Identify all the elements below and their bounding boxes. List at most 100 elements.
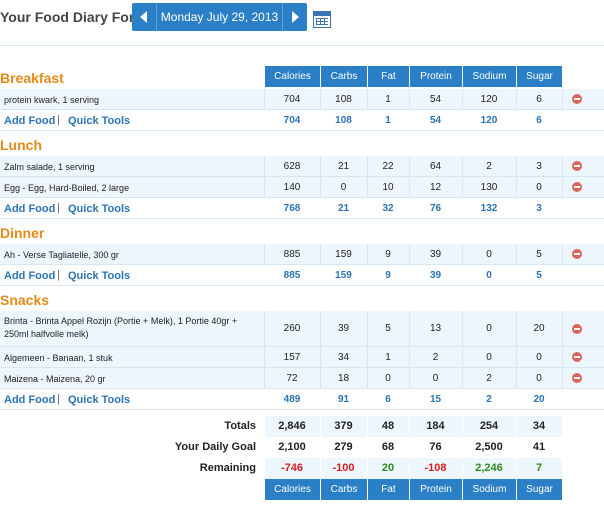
meal-total-carbs: 21 [337, 203, 350, 214]
food-sodium: 120 [480, 94, 498, 105]
food-carbs: 34 [337, 352, 350, 363]
column-header-calories: Calories [264, 66, 320, 87]
add-food-link[interactable]: Add Food [4, 270, 56, 282]
add-food-link[interactable]: Add Food [4, 115, 56, 127]
cell-divider [562, 244, 563, 264]
food-calories: 140 [283, 182, 301, 193]
food-calories: 704 [283, 94, 301, 105]
food-row[interactable]: protein kwark, 1 serving 704 108 1 54 120 6 [0, 89, 604, 110]
delete-icon[interactable] [572, 161, 582, 171]
food-name[interactable]: Zalm salade, 1 serving [4, 162, 95, 172]
food-name[interactable]: Egg - Egg, Hard-Boiled, 2 large [4, 183, 130, 193]
meal-total-sugar: 5 [536, 270, 542, 281]
cell-divider [367, 177, 368, 197]
delete-icon[interactable] [572, 352, 582, 362]
meal-total-row-dinner: Add Food | Quick Tools 885 159 9 39 0 5 [0, 265, 604, 286]
summary-totals-protein: 184 [426, 420, 445, 432]
cell-divider [516, 311, 517, 346]
cell-divider [562, 347, 563, 367]
food-name[interactable]: Brinta - Brinta Appel Rozijn (Portie + M… [4, 316, 238, 339]
right-arrow-icon[interactable] [282, 3, 307, 31]
food-carbs: 18 [337, 373, 350, 384]
food-sugar: 0 [536, 352, 542, 363]
cell-divider [320, 177, 321, 197]
left-arrow-icon[interactable] [132, 3, 157, 31]
food-row[interactable]: Egg - Egg, Hard-Boiled, 2 large 140 0 10 12 1… [0, 177, 604, 198]
add-food-link[interactable]: Add Food [4, 203, 56, 215]
delete-icon[interactable] [572, 249, 582, 259]
cell-divider [562, 368, 563, 388]
food-fat: 22 [382, 161, 394, 172]
food-fat: 0 [385, 373, 391, 384]
summary-totals-carbs: 379 [334, 420, 353, 432]
food-fat: 9 [385, 249, 391, 260]
food-sugar: 6 [536, 94, 542, 105]
food-name[interactable]: protein kwark, 1 serving [4, 95, 100, 105]
summary-cell-bg [321, 458, 367, 479]
cell-divider [320, 347, 321, 367]
cell-divider [409, 177, 410, 197]
food-sugar: 0 [536, 373, 542, 384]
meal-total-sugar: 6 [536, 115, 542, 126]
delete-icon[interactable] [572, 182, 582, 192]
meal-total-calories: 704 [283, 115, 301, 126]
food-name[interactable]: Ah - Verse Tagliatelle, 300 gr [4, 250, 119, 260]
food-sodium: 0 [486, 323, 492, 334]
meal-total-carbs: 108 [335, 115, 352, 126]
current-date: Monday July 29, 2013 [160, 10, 279, 24]
meal-total-sodium: 2 [486, 394, 492, 405]
summary-cell-bg [265, 458, 320, 479]
food-row[interactable]: Maizena - Maizena, 20 gr 72 18 0 0 2 0 [0, 368, 604, 389]
food-sugar: 0 [536, 182, 542, 193]
summary-row-daily-goal: Your Daily Goal 2,100 279 68 76 2,500 41 [0, 437, 604, 458]
food-row[interactable]: Ah - Verse Tagliatelle, 300 gr 885 159 9 39 0… [0, 244, 604, 265]
food-fat: 1 [385, 94, 391, 105]
summary-row-remaining: Remaining -746 -100 20 -108 2,246 7 [0, 458, 604, 479]
food-row[interactable]: Algemeen - Banaan, 1 stuk 157 34 1 2 0 0 [0, 347, 604, 368]
summary-cell-bg [517, 416, 562, 437]
delete-icon[interactable] [572, 373, 582, 383]
summary-cell-bg [321, 416, 367, 437]
link-separator: | [57, 202, 60, 214]
column-header-sodium: Sodium [462, 66, 516, 87]
cell-divider [462, 156, 463, 176]
food-carbs: 159 [335, 249, 352, 260]
food-name[interactable]: Algemeen - Banaan, 1 stuk [4, 353, 113, 363]
meal-total-sodium: 0 [486, 270, 492, 281]
food-protein: 64 [429, 161, 442, 172]
meal-total-sugar: 3 [536, 203, 542, 214]
meal-total-fat: 6 [385, 394, 391, 405]
cell-divider [516, 368, 517, 388]
delete-icon[interactable] [572, 94, 582, 104]
add-food-link[interactable]: Add Food [4, 394, 56, 406]
quick-tools-link[interactable]: Quick Tools [68, 270, 131, 282]
summary-cell-bg [463, 416, 516, 437]
summary-cell-bg [463, 458, 516, 479]
cell-divider [409, 311, 410, 346]
calendar-icon[interactable] [313, 11, 331, 28]
food-name[interactable]: Maizena - Maizena, 20 gr [4, 374, 106, 384]
cell-divider [320, 89, 321, 109]
summary-remaining-fat: 20 [381, 462, 395, 474]
quick-tools-link[interactable]: Quick Tools [68, 203, 131, 215]
summary-label-totals: Totals [224, 420, 256, 432]
food-carbs: 108 [335, 94, 352, 105]
meal-total-protein: 54 [429, 115, 442, 126]
column-header-sodium: Sodium [462, 479, 516, 500]
column-header-protein: Protein [409, 66, 462, 87]
food-row[interactable]: Zalm salade, 1 serving 628 21 22 64 2 3 [0, 156, 604, 177]
column-header-sugar: Sugar [516, 66, 562, 87]
cell-divider [264, 347, 265, 367]
summary-remaining-sugar: 7 [535, 462, 543, 474]
quick-tools-link[interactable]: Quick Tools [68, 394, 131, 406]
delete-icon[interactable] [572, 324, 582, 334]
food-row[interactable]: Brinta - Brinta Appel Rozijn (Portie + M… [0, 311, 604, 347]
food-calories: 72 [286, 373, 298, 384]
summary-remaining-protein: -108 [424, 462, 447, 474]
cell-divider [516, 156, 517, 176]
summary-cell-bg [410, 416, 462, 437]
cell-divider [409, 156, 410, 176]
food-carbs: 39 [337, 323, 350, 334]
meal-total-calories: 489 [283, 394, 301, 405]
quick-tools-link[interactable]: Quick Tools [68, 115, 131, 127]
